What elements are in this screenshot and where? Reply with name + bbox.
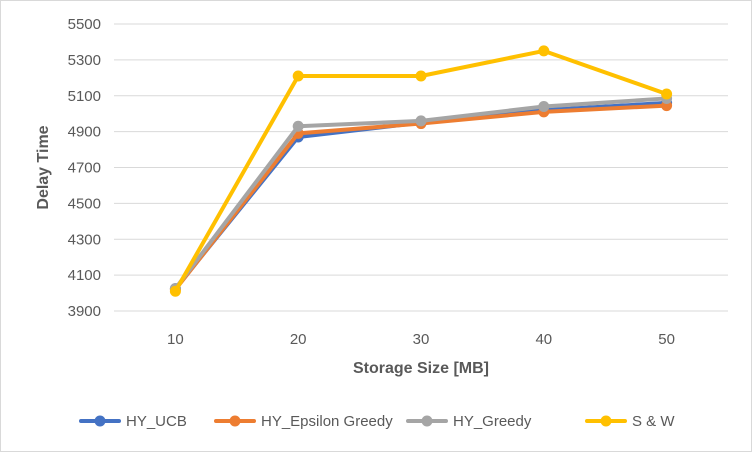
legend-item: HY_UCB [79, 413, 187, 430]
legend: HY_UCB HY_Epsilon Greedy HY_Greedy S & W [79, 413, 675, 430]
series-line [173, 48, 669, 294]
y-tick-label: 4500 [68, 195, 101, 212]
y-axis-ticks: 3900 4100 4300 4500 4700 4900 5100 5300 5500 [68, 16, 101, 320]
series-lines [169, 45, 673, 297]
x-axis-title: Storage Size [MB] [353, 360, 489, 377]
y-tick-label: 4300 [68, 231, 101, 248]
series-2 [169, 92, 673, 295]
y-tick-label: 3900 [68, 303, 101, 320]
gridlines [114, 23, 728, 312]
legend-item: S & W [585, 413, 675, 430]
series-3 [169, 45, 673, 297]
legend-label: S & W [632, 413, 675, 430]
data-point [538, 101, 550, 113]
legend-item: HY_Epsilon Greedy [214, 413, 393, 430]
x-tick-label: 30 [413, 331, 430, 348]
data-point [292, 70, 304, 82]
x-axis-ticks: 10 20 30 40 50 [167, 331, 675, 348]
y-tick-label: 5500 [68, 16, 101, 33]
y-tick-label: 4700 [68, 160, 101, 177]
legend-label: HY_Greedy [453, 413, 532, 430]
legend-swatch-marker [94, 415, 106, 427]
x-tick-label: 10 [167, 331, 184, 348]
x-tick-label: 20 [290, 331, 307, 348]
legend-label: HY_Epsilon Greedy [261, 413, 393, 430]
x-tick-label: 40 [535, 331, 552, 348]
legend-label: HY_UCB [126, 413, 187, 430]
data-point [538, 45, 550, 57]
data-point [169, 285, 181, 297]
series-line [173, 103, 669, 292]
x-tick-label: 50 [658, 331, 675, 348]
y-tick-label: 4900 [68, 124, 101, 141]
y-tick-label: 5100 [68, 88, 101, 105]
data-point [415, 115, 427, 127]
y-tick-label: 4100 [68, 267, 101, 284]
data-point [292, 120, 304, 132]
legend-swatch-marker [421, 415, 433, 427]
data-point [661, 88, 673, 100]
data-point [415, 70, 427, 82]
legend-item: HY_Greedy [406, 413, 532, 430]
y-axis-title: Delay Time [35, 125, 52, 209]
legend-swatch-marker [229, 415, 241, 427]
y-tick-label: 5300 [68, 52, 101, 69]
legend-swatch-marker [600, 415, 612, 427]
